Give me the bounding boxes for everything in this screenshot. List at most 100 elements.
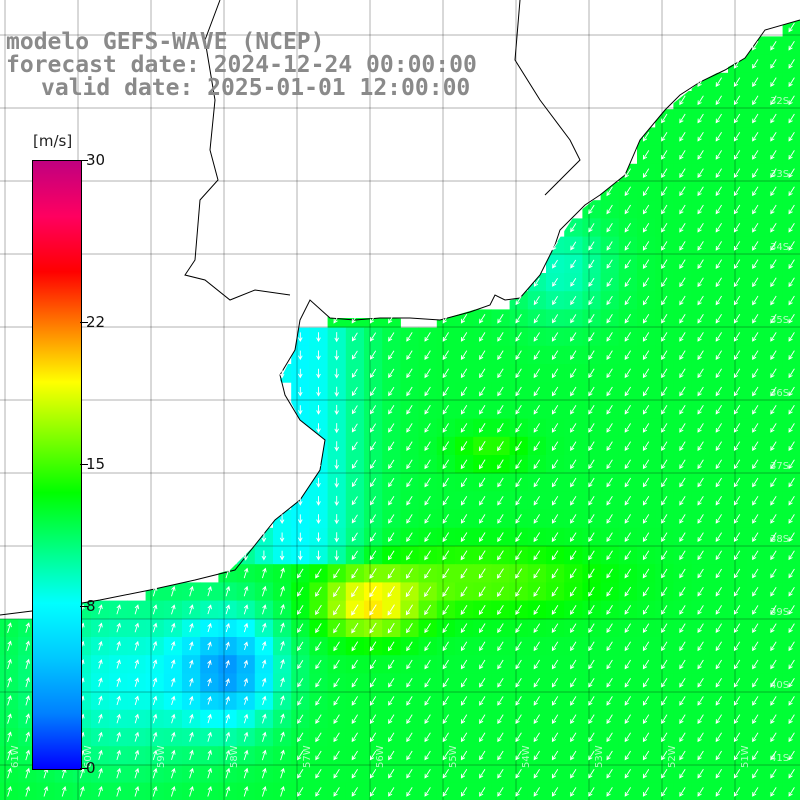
wind-arrow xyxy=(551,332,559,342)
wind-arrow xyxy=(588,204,595,215)
wind-arrow xyxy=(697,787,704,797)
wind-arrow xyxy=(606,277,613,287)
wind-arrow xyxy=(460,768,468,779)
wind-arrow xyxy=(679,241,686,251)
wind-arrow xyxy=(225,731,231,742)
wind-arrow xyxy=(424,441,431,451)
wind-arrow xyxy=(207,696,212,705)
colorbar-tick-mark xyxy=(80,768,88,769)
wind-arrow xyxy=(442,350,449,360)
wind-arrow xyxy=(351,387,358,397)
wind-arrow xyxy=(424,787,431,797)
wind-arrow xyxy=(424,404,431,415)
wind-arrow xyxy=(788,623,795,633)
wind-arrow xyxy=(497,514,504,524)
wind-arrow xyxy=(351,332,358,342)
wind-arrow xyxy=(733,787,741,797)
wind-arrow xyxy=(624,168,631,178)
wind-arrow xyxy=(588,386,595,397)
wind-arrow xyxy=(715,787,722,797)
wind-arrow xyxy=(369,696,377,706)
wind-arrow xyxy=(752,131,759,142)
wind-arrow xyxy=(752,404,759,415)
wind-arrow xyxy=(788,259,795,269)
wind-arrow xyxy=(788,350,795,360)
colorbar-tick-mark xyxy=(80,605,88,607)
wind-arrow xyxy=(533,732,540,743)
wind-arrow xyxy=(697,750,704,761)
wind-arrow xyxy=(334,495,339,507)
wind-arrow xyxy=(752,514,759,524)
wind-arrow xyxy=(515,550,522,561)
latitude-label: 32S xyxy=(770,96,789,107)
wind-arrow xyxy=(788,768,795,779)
wind-arrow xyxy=(770,40,777,51)
wind-arrow xyxy=(697,259,704,269)
wind-arrow xyxy=(460,750,468,761)
wind-arrow xyxy=(552,277,558,287)
wind-arrow xyxy=(298,459,303,470)
wind-arrow xyxy=(788,787,795,797)
wind-arrow xyxy=(606,514,613,524)
wind-arrow xyxy=(207,767,213,779)
wind-arrow xyxy=(642,514,650,524)
wind-arrow xyxy=(570,768,577,779)
wind-arrow xyxy=(697,514,704,524)
wind-arrow xyxy=(752,423,759,433)
wind-arrow xyxy=(460,732,468,743)
wind-arrow xyxy=(333,787,340,797)
wind-arrow xyxy=(25,622,31,633)
wind-arrow xyxy=(788,714,795,724)
longitude-labels: 61W 60W 59W 58W 57W 56W 55W 54W 53W 52W 51W xyxy=(10,745,751,768)
wind-arrow xyxy=(570,641,577,652)
wind-arrow xyxy=(570,459,577,470)
wind-arrow xyxy=(7,731,12,743)
wind-arrow xyxy=(679,514,686,524)
wind-arrow xyxy=(733,295,741,306)
wind-arrow xyxy=(388,659,395,670)
wind-arrow xyxy=(733,641,741,652)
wind-arrow xyxy=(733,750,741,761)
wind-arrow xyxy=(369,532,377,542)
wind-arrow xyxy=(98,767,103,779)
wind-arrow xyxy=(752,350,759,360)
wind-arrow xyxy=(479,787,486,797)
wind-arrow xyxy=(351,350,358,360)
wind-arrow xyxy=(406,423,413,433)
wind-arrow xyxy=(788,131,795,142)
wind-arrow xyxy=(533,386,540,397)
wind-arrow xyxy=(551,787,559,797)
wind-arrow xyxy=(261,677,267,687)
wind-arrow xyxy=(715,477,722,488)
wind-arrow xyxy=(788,641,795,652)
wind-arrow xyxy=(624,659,631,670)
wind-arrow xyxy=(297,678,304,688)
wind-arrow xyxy=(370,350,377,360)
wind-arrow xyxy=(679,332,686,342)
wind-arrow xyxy=(552,241,558,251)
wind-arrow xyxy=(770,277,777,288)
wind-arrow xyxy=(788,568,795,579)
wind-arrow xyxy=(733,495,741,506)
wind-arrow xyxy=(661,168,668,178)
wind-arrow xyxy=(733,677,741,688)
wind-arrow xyxy=(116,713,121,724)
wind-arrow xyxy=(715,586,722,597)
wind-arrow xyxy=(697,386,704,397)
wind-arrow xyxy=(243,585,249,597)
wind-arrow xyxy=(624,186,631,197)
wind-arrow xyxy=(116,767,121,779)
wind-arrow xyxy=(442,495,449,506)
wind-arrow xyxy=(770,768,777,779)
wind-arrow xyxy=(679,277,686,288)
wind-arrow xyxy=(388,386,395,397)
wind-arrow xyxy=(533,295,540,306)
longitude-label: 53W xyxy=(594,745,605,768)
wind-arrow xyxy=(588,605,595,615)
wind-arrow xyxy=(442,750,449,761)
wind-arrow xyxy=(715,259,722,269)
colorbar-tick-mark xyxy=(80,160,88,161)
wind-arrow xyxy=(679,113,686,124)
wind-arrow xyxy=(533,332,540,342)
wind-arrow xyxy=(171,713,176,724)
